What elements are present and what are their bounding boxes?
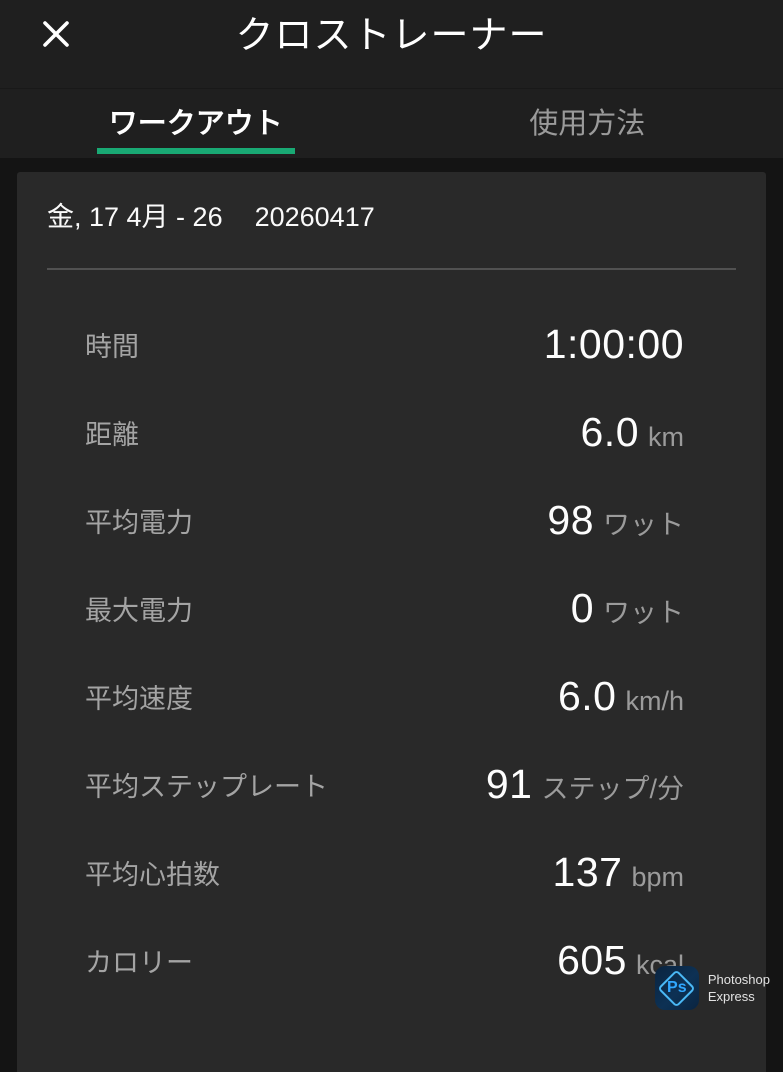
tab-bar: ワークアウト 使用方法 — [0, 88, 783, 158]
stat-value: 0 — [571, 585, 594, 632]
stat-label: 最大電力 — [85, 589, 193, 628]
workout-card: 金, 17 4月 - 26 20260417 時間 1:00:00 距離 6.0… — [17, 172, 766, 1072]
stat-unit: ワット — [603, 503, 684, 542]
stat-value: 98 — [547, 497, 594, 544]
stat-row-avg-heart-rate: 平均心拍数 137 bpm — [85, 828, 684, 916]
watermark-text: Photoshop Express — [708, 971, 770, 1005]
tab-usage-label: 使用方法 — [529, 107, 645, 141]
stat-unit: km/h — [625, 686, 684, 717]
stat-label: 平均心拍数 — [85, 853, 220, 892]
stat-label: カロリー — [85, 941, 193, 980]
stat-value: 137 — [553, 849, 623, 896]
tab-workout[interactable]: ワークアウト — [0, 89, 392, 158]
stat-value: 6.0 — [558, 673, 617, 720]
photoshop-express-watermark: Ps Photoshop Express — [655, 966, 770, 1010]
watermark-line2: Express — [708, 988, 770, 1005]
stat-unit: km — [648, 422, 684, 453]
stat-value: 6.0 — [581, 409, 640, 456]
stat-value: 91 — [486, 761, 533, 808]
cross-trainer-screen: { "header": { "title": "クロストレーナー" }, "ta… — [0, 0, 783, 1024]
stat-label: 距離 — [85, 413, 139, 452]
stat-label: 時間 — [85, 325, 139, 364]
stat-unit: ステップ/分 — [541, 767, 684, 806]
photoshop-express-icon: Ps — [655, 966, 699, 1010]
watermark-line1: Photoshop — [708, 971, 770, 988]
workout-date: 金, 17 4月 - 26 — [47, 200, 223, 234]
stat-row-time: 時間 1:00:00 — [85, 300, 684, 388]
top-app-bar: クロストレーナー — [0, 0, 783, 88]
stat-row-avg-speed: 平均速度 6.0 km/h — [85, 652, 684, 740]
page-title: クロストレーナー — [0, 12, 783, 60]
tab-workout-label: ワークアウト — [109, 107, 283, 141]
stat-unit: bpm — [631, 862, 684, 893]
ps-letters: Ps — [667, 979, 687, 997]
stat-value: 1:00:00 — [544, 321, 684, 368]
workout-date-code: 20260417 — [255, 200, 375, 234]
date-row: 金, 17 4月 - 26 20260417 — [17, 172, 766, 234]
active-tab-indicator — [97, 148, 295, 154]
stat-value: 605 — [557, 937, 627, 984]
tab-usage[interactable]: 使用方法 — [392, 89, 783, 158]
stat-label: 平均速度 — [85, 677, 193, 716]
divider — [47, 268, 736, 270]
stat-unit: ワット — [603, 591, 684, 630]
stat-row-distance: 距離 6.0 km — [85, 388, 684, 476]
stat-label: 平均電力 — [85, 501, 193, 540]
stat-label: 平均ステップレート — [85, 765, 328, 804]
